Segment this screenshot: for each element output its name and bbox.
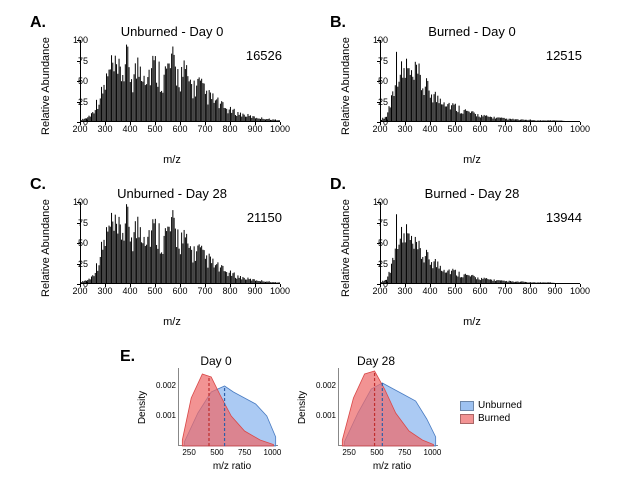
panel-c-plot: Unburned - Day 28 21150 Relative Abundan… [52, 192, 292, 302]
panel-e-label: E. [120, 348, 135, 366]
panel-a-plot: Unburned - Day 0 16526 Relative Abundanc… [52, 30, 292, 140]
density-area-1 [338, 368, 438, 446]
panel-d: D. Burned - Day 28 13944 Relative Abunda… [330, 176, 610, 331]
panel-b-bars [381, 40, 580, 121]
panel-d-title: Burned - Day 28 [352, 186, 592, 201]
panel-c-title: Unburned - Day 28 [52, 186, 292, 201]
panel-a-plotarea [80, 40, 280, 122]
panel-b-ylabel: Relative Abundance [340, 36, 352, 136]
panel-b: B. Burned - Day 0 12515 Relative Abundan… [330, 14, 610, 169]
density-plot-0: Day 0 Density m/z ratio 25050075010000.0… [146, 360, 286, 470]
panel-c-xlabel: m/z [52, 316, 292, 328]
legend-swatch-burned [460, 414, 474, 424]
panel-c-label: C. [30, 176, 46, 194]
density-xlabel-1: m/z ratio [322, 461, 462, 472]
panel-a-title: Unburned - Day 0 [52, 24, 292, 39]
panel-a: A. Unburned - Day 0 16526 Relative Abund… [30, 14, 310, 169]
panel-d-ylabel: Relative Abundance [340, 198, 352, 298]
density-svg-1 [339, 368, 439, 446]
density-xlabel-0: m/z ratio [162, 461, 302, 472]
panel-c-bars [81, 202, 280, 283]
density-title-1: Day 28 [306, 354, 446, 368]
density-svg-0 [179, 368, 279, 446]
panel-d-plot: Burned - Day 28 13944 Relative Abundance… [352, 192, 592, 302]
panel-d-bars [381, 202, 580, 283]
legend-label-burned: Burned [478, 413, 510, 424]
legend-item-unburned: Unburned [460, 400, 522, 411]
density-title-0: Day 0 [146, 354, 286, 368]
panel-c-ylabel: Relative Abundance [40, 198, 52, 298]
panel-a-xlabel: m/z [52, 154, 292, 166]
panel-a-label: A. [30, 14, 46, 32]
density-legend: Unburned Burned [460, 400, 522, 426]
legend-swatch-unburned [460, 401, 474, 411]
legend-item-burned: Burned [460, 413, 522, 424]
density-area-0 [178, 368, 278, 446]
panel-e: E. Day 0 Density m/z ratio 2505007501000… [120, 348, 540, 488]
panel-a-ylabel: Relative Abundance [40, 36, 52, 136]
panel-d-plotarea [380, 202, 580, 284]
panel-b-title: Burned - Day 0 [352, 24, 592, 39]
panel-b-plot: Burned - Day 0 12515 Relative Abundance … [352, 30, 592, 140]
panel-d-xlabel: m/z [352, 316, 592, 328]
density-ylabel-1: Density [297, 391, 308, 424]
density-ylabel-0: Density [137, 391, 148, 424]
panel-c-plotarea [80, 202, 280, 284]
panel-b-plotarea [380, 40, 580, 122]
legend-label-unburned: Unburned [478, 400, 522, 411]
panel-b-label: B. [330, 14, 346, 32]
panel-a-bars [81, 40, 280, 121]
panel-c: C. Unburned - Day 28 21150 Relative Abun… [30, 176, 310, 331]
panel-d-label: D. [330, 176, 346, 194]
density-plot-1: Day 28 Density m/z ratio 25050075010000.… [306, 360, 446, 470]
panel-b-xlabel: m/z [352, 154, 592, 166]
